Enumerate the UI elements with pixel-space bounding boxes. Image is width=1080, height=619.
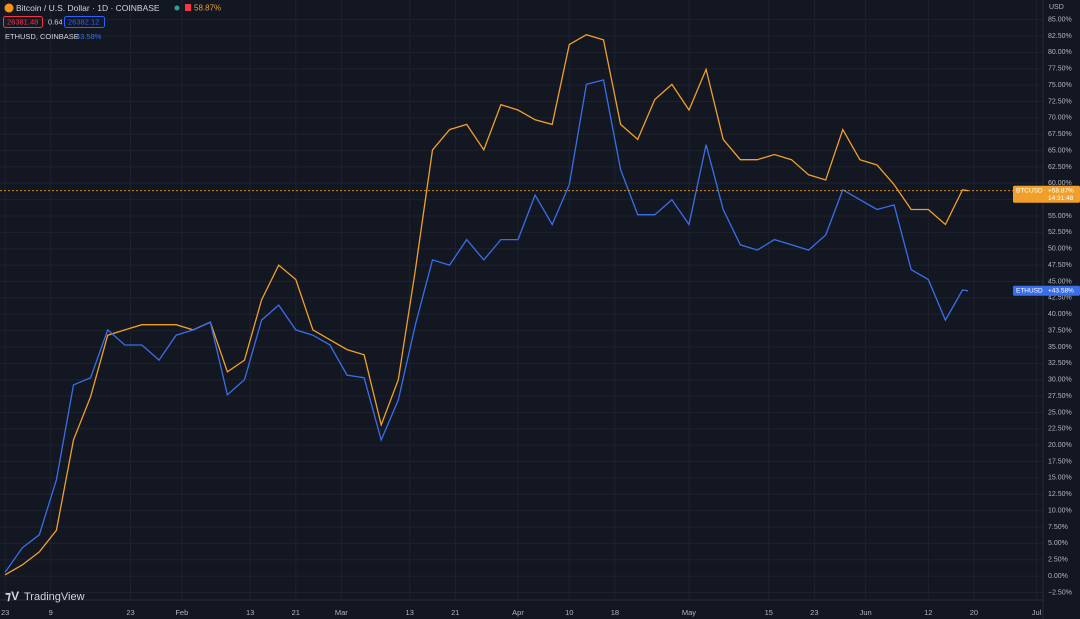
x-tick-label: 12 xyxy=(924,608,932,617)
y-tick-label: −2.50% xyxy=(1048,589,1072,596)
x-tick-label: 21 xyxy=(292,608,300,617)
x-tick-label: 13 xyxy=(406,608,414,617)
y-tick-label: 80.00% xyxy=(1048,49,1072,56)
y-tick-label: 22.50% xyxy=(1048,426,1072,433)
y-tick-label: 47.50% xyxy=(1048,262,1072,269)
y-tick-label: 45.00% xyxy=(1048,278,1072,285)
x-tick-label: 18 xyxy=(611,608,619,617)
y-tick-label: 30.00% xyxy=(1048,377,1072,384)
y-tick-label: 82.50% xyxy=(1048,33,1072,40)
tag-symbol: BTCUSD xyxy=(1016,187,1043,194)
x-tick-label: Feb xyxy=(175,608,188,617)
ask: 26382.12 xyxy=(68,17,99,26)
y-tick-label: 67.50% xyxy=(1048,131,1072,138)
y-tick-label: 10.00% xyxy=(1048,507,1072,514)
y-tick-label: 70.00% xyxy=(1048,115,1072,122)
brand: ⁊V TradingView xyxy=(5,589,85,603)
flag-icon xyxy=(185,4,191,11)
y-tick-label: 0.00% xyxy=(1048,573,1068,580)
symbol-icon xyxy=(4,3,14,13)
ask-box xyxy=(64,16,105,28)
y-tick-label: 65.00% xyxy=(1048,147,1072,154)
brand-logo: ⁊V xyxy=(5,589,19,603)
y-tick-label: 20.00% xyxy=(1048,442,1072,449)
x-tick-label: 20 xyxy=(970,608,978,617)
price-tag xyxy=(1013,185,1080,203)
x-tick-label: May xyxy=(682,608,696,617)
bid-box xyxy=(3,16,43,28)
y-tick-label: 25.00% xyxy=(1048,409,1072,416)
y-tick-label: 15.00% xyxy=(1048,475,1072,482)
countdown: 14:31:48 xyxy=(1048,195,1074,202)
y-tick-label: 85.00% xyxy=(1048,16,1072,23)
main-change: 58.87% xyxy=(194,4,221,13)
y-tick-label: 75.00% xyxy=(1048,82,1072,89)
main-symbol: Bitcoin / U.S. Dollar · 1D · COINBASE xyxy=(16,3,160,13)
status-dot xyxy=(174,5,180,11)
tag-symbol: ETHUSD xyxy=(1016,288,1043,295)
y-tick-label: 12.50% xyxy=(1048,491,1072,498)
y-tick-label: 37.50% xyxy=(1048,327,1072,334)
x-tick-label: 23 xyxy=(126,608,134,617)
x-tick-label: 23 xyxy=(1,608,9,617)
brand-name: TradingView xyxy=(24,591,85,603)
y-tick-label: 40.00% xyxy=(1048,311,1072,318)
x-tick-label: Mar xyxy=(335,608,348,617)
tag-value: +43.58% xyxy=(1048,288,1074,295)
y-tick-label: 52.50% xyxy=(1048,229,1072,236)
tag-value: +58.87% xyxy=(1048,187,1074,194)
x-tick-label: 15 xyxy=(765,608,773,617)
currency: USD xyxy=(1049,4,1064,11)
y-tick-label: 62.50% xyxy=(1048,164,1072,171)
y-tick-label: 7.50% xyxy=(1048,524,1068,531)
series-line xyxy=(4,79,969,573)
x-tick-label: 10 xyxy=(565,608,573,617)
y-tick-label: 50.00% xyxy=(1048,246,1072,253)
legend: Bitcoin / U.S. Dollar · 1D · COINBASE 58… xyxy=(3,3,221,41)
y-tick-label: 35.00% xyxy=(1048,344,1072,351)
series-line xyxy=(4,33,969,576)
x-tick-label: Apr xyxy=(512,608,524,617)
y-tick-label: 17.50% xyxy=(1048,458,1072,465)
x-tick-label: 23 xyxy=(810,608,818,617)
y-tick-label: 42.50% xyxy=(1048,295,1072,302)
y-tick-label: 60.00% xyxy=(1048,180,1072,187)
compare-change: 43.58% xyxy=(76,32,102,41)
x-tick-label: 9 xyxy=(49,608,53,617)
x-tick-label: 21 xyxy=(451,608,459,617)
spread: 0.64 xyxy=(48,17,63,26)
price-tag xyxy=(1013,285,1080,296)
x-tick-label: 13 xyxy=(246,608,254,617)
y-tick-label: 27.50% xyxy=(1048,393,1072,400)
y-tick-label: 5.00% xyxy=(1048,540,1068,547)
y-tick-label: 32.50% xyxy=(1048,360,1072,367)
compare-symbol: ETHUSD, COINBASE xyxy=(5,32,79,41)
x-tick-label: Jun xyxy=(860,608,872,617)
bid: 26381.48 xyxy=(7,17,38,26)
x-tick-label: Jul xyxy=(1032,608,1042,617)
y-tick-label: 72.50% xyxy=(1048,98,1072,105)
y-tick-label: 2.50% xyxy=(1048,557,1068,564)
y-tick-label: 55.00% xyxy=(1048,213,1072,220)
y-tick-label: 77.50% xyxy=(1048,66,1072,73)
